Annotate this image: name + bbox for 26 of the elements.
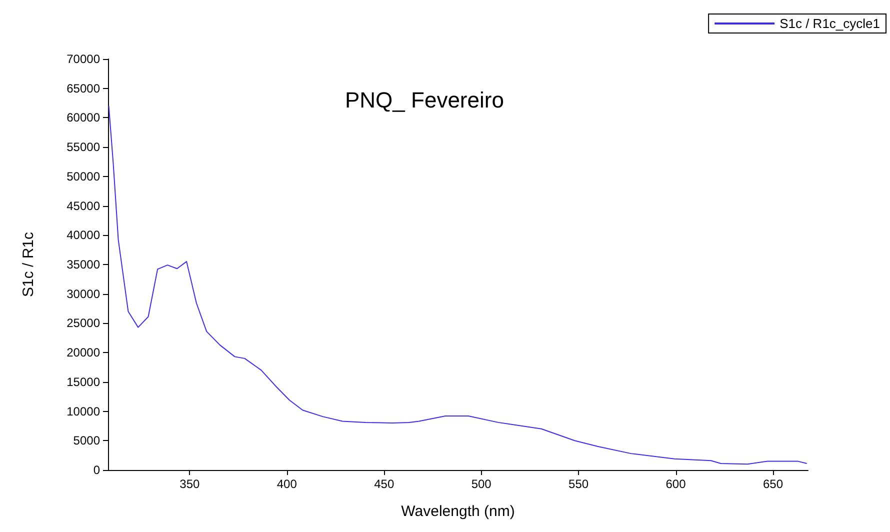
y-tick-label: 0 [93, 463, 100, 477]
y-tick-label: 20000 [66, 346, 100, 360]
y-tick-label: 65000 [66, 81, 100, 96]
y-tick-label: 60000 [66, 110, 100, 125]
text: PNQ_ Fevereiro [345, 88, 504, 112]
x-tick-label: 400 [276, 477, 298, 491]
y-tick-label: 45000 [66, 198, 100, 213]
y-tick-label: 15000 [66, 374, 100, 389]
y-tick-label: 25000 [66, 316, 100, 330]
y-tick-label: 70000 [66, 52, 100, 66]
y-tick-label: 50000 [66, 169, 100, 184]
y-tick-label: 35000 [66, 258, 100, 272]
x-axis-title: Wavelength (nm) [401, 503, 515, 520]
x-tick-label: 500 [471, 477, 492, 491]
y-tick-label: 30000 [66, 286, 100, 301]
y-tick-label: 55000 [66, 140, 100, 154]
legend-label: S1c / R1c_cycle1 [780, 16, 880, 31]
x-tick-label: 450 [374, 477, 394, 491]
y-axis-title: S1c / R1c [20, 231, 37, 298]
x-tick-label: 550 [568, 477, 589, 491]
y-tick-label: 5000 [73, 434, 100, 448]
x-tick-label: 650 [762, 477, 784, 491]
y-tick-label: 10000 [66, 404, 100, 418]
x-tick-label: 600 [666, 477, 686, 491]
y-tick-label: 40000 [66, 228, 100, 242]
x-tick-label: 350 [180, 477, 200, 491]
